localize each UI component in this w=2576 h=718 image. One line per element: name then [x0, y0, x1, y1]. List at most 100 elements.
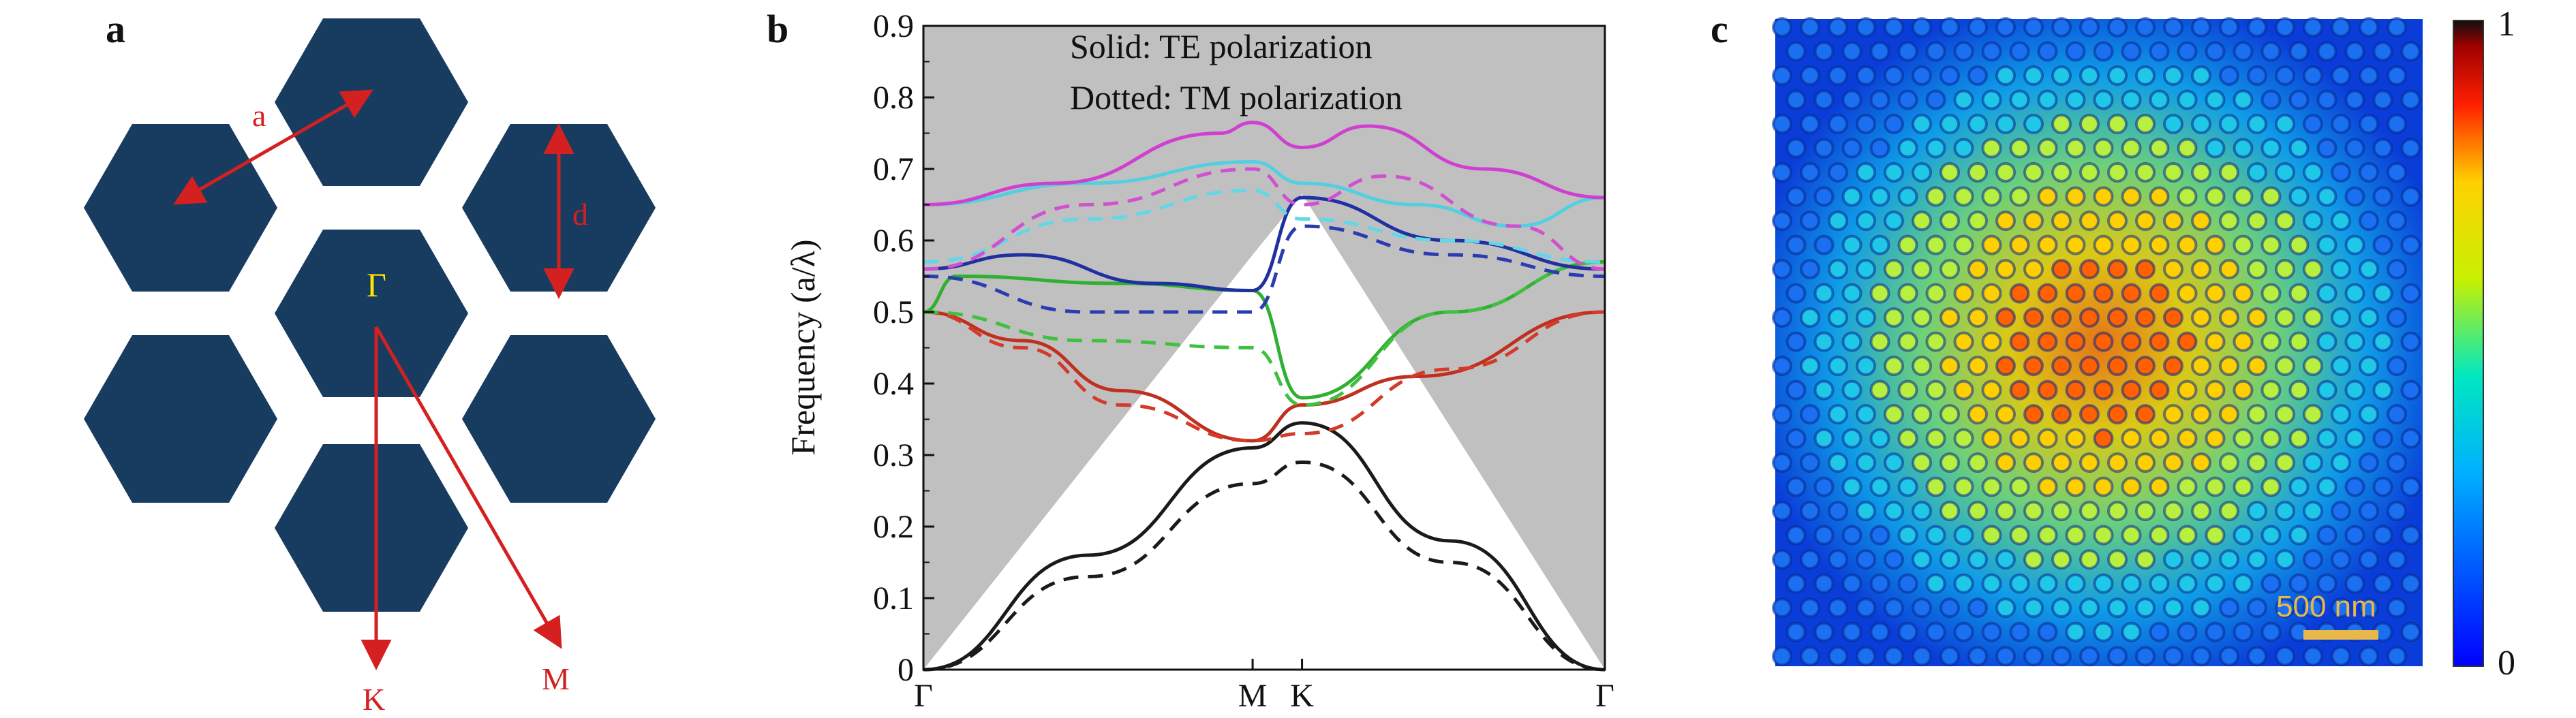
field-ring [2149, 379, 2170, 401]
field-ring [2387, 404, 2407, 425]
field-ring [1897, 41, 1918, 62]
field-ring [2331, 210, 2351, 232]
field-ring [2177, 428, 2198, 449]
field-ring [2260, 41, 2282, 62]
field-ring [1939, 501, 1960, 522]
field-ring [2260, 428, 2282, 449]
field-ring [1884, 646, 1904, 667]
field-ring [2331, 404, 2351, 425]
field-ring [2079, 646, 2100, 667]
field-ring [1841, 186, 1862, 207]
field-ring [2288, 476, 2310, 497]
field-ring [1967, 307, 1988, 328]
field-ring [1800, 162, 1820, 183]
field-ring [1897, 525, 1918, 546]
field-ring [1897, 234, 1918, 255]
field-ring [1884, 17, 1904, 37]
field-ring [2316, 525, 2337, 546]
field-ring [2344, 138, 2365, 159]
y-tick-label: 0.4 [873, 366, 914, 402]
field-ring [2205, 428, 2226, 449]
field-ring [2093, 234, 2114, 255]
field-ring [2023, 307, 2044, 328]
y-tick-label: 0.5 [873, 294, 914, 330]
field-ring [2260, 379, 2282, 401]
field-ring [2233, 89, 2254, 110]
field-ring [1841, 573, 1862, 594]
field-ring [2233, 186, 2254, 207]
field-ring [2023, 162, 2044, 183]
field-ring [2065, 138, 2086, 159]
field-ring [2149, 476, 2170, 497]
field-ring [2149, 573, 2170, 594]
field-ring [2260, 331, 2282, 352]
field-ring [2023, 452, 2044, 473]
field-ring [2372, 525, 2393, 546]
field-ring [2093, 573, 2114, 594]
field-ring [2303, 65, 2323, 86]
field-ring [1869, 525, 1890, 546]
field-ring [1785, 573, 1807, 594]
field-ring [1995, 404, 2016, 425]
field-ring [2233, 379, 2254, 401]
field-ring [2093, 331, 2114, 352]
field-ring [1925, 283, 1946, 304]
field-ring [1828, 501, 1848, 522]
field-ring [2065, 379, 2086, 401]
field-ring [2079, 17, 2100, 37]
field-ring [1800, 404, 1820, 425]
field-ring [1884, 210, 1904, 232]
field-ring [2344, 89, 2365, 110]
field-ring [2387, 17, 2407, 37]
field-ring [2191, 646, 2211, 667]
field-ring [1981, 621, 2002, 642]
field-ring [2149, 138, 2170, 159]
field-ring [1828, 597, 1848, 619]
field-ring [1897, 621, 1918, 642]
field-ring [2135, 404, 2156, 425]
field-ring [2191, 597, 2211, 619]
field-ring [2135, 210, 2156, 232]
field-ring [2135, 307, 2156, 328]
field-ring [1939, 597, 1960, 619]
field-ring [2121, 234, 2142, 255]
field-ring [1925, 89, 1946, 110]
field-ring [1884, 162, 1904, 183]
field-ring [2331, 597, 2351, 619]
y-tick-label: 0.1 [873, 580, 914, 616]
field-ring [1841, 138, 1862, 159]
field-ring [1995, 114, 2016, 134]
field-ring [2359, 65, 2379, 86]
field-ring [2288, 525, 2310, 546]
field-ring [2288, 428, 2310, 449]
field-ring [2288, 89, 2310, 110]
field-ring [1967, 65, 1988, 86]
field-ring [2303, 404, 2323, 425]
field-ring [2135, 646, 2156, 667]
field-ring [2177, 283, 2198, 304]
field-ring [2316, 476, 2337, 497]
field-ring [1939, 114, 1960, 134]
field-ring [1884, 356, 1904, 377]
field-ring [2051, 452, 2072, 473]
band-solid-5 [923, 260, 1606, 400]
band-dashed-8 [923, 224, 1606, 314]
field-ring [2247, 307, 2267, 328]
field-ring [2400, 89, 2421, 110]
field-ring [1772, 114, 1792, 134]
field-ring [1912, 597, 1932, 619]
field-ring [2065, 186, 2086, 207]
field-ring [2149, 89, 2170, 110]
field-ring [2163, 114, 2183, 134]
field-ring [1981, 89, 2002, 110]
field-ring [2093, 621, 2114, 642]
field-ring [1939, 17, 1960, 37]
field-ring [2260, 476, 2282, 497]
field-ring [1813, 234, 1835, 255]
field-ring [2065, 428, 2086, 449]
field-ring [2247, 597, 2267, 619]
field-ring [2247, 356, 2267, 377]
colorbar [2453, 20, 2484, 667]
field-ring [1925, 573, 1946, 594]
field-ring [2163, 210, 2183, 232]
